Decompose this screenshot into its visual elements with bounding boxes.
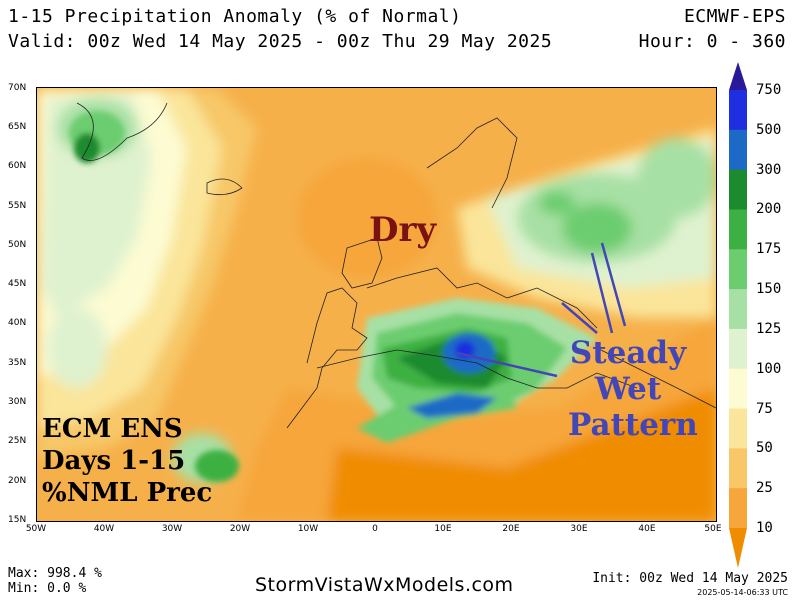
legend-arrow-max <box>729 62 747 90</box>
model-name: ECMWF-EPS <box>683 6 786 27</box>
annotation-line: Days 1-15 <box>42 446 186 476</box>
lat-label: 55N <box>8 201 27 211</box>
dry-annotation: Dry <box>369 210 437 250</box>
lat-label: 35N <box>8 358 27 368</box>
min-value: Min: 0.0 % <box>8 581 87 596</box>
steady-wet-pattern-annotation: Steady Wet Pattern <box>568 335 698 443</box>
lat-label: 25N <box>8 436 27 446</box>
legend-level-label: 500 <box>756 121 782 138</box>
lon-label: 10E <box>434 524 452 534</box>
legend-swatch <box>729 408 747 449</box>
mediterranean-wet-band <box>357 298 597 443</box>
annotation-line: %NML Prec <box>42 478 213 508</box>
lon-label: 0 <box>372 524 378 534</box>
lon-label: 30E <box>570 524 588 534</box>
legend-level-label: 25 <box>756 480 773 497</box>
legend-level-label: 750 <box>756 82 782 98</box>
lat-label: 30N <box>8 397 27 407</box>
legend-swatch <box>729 328 747 370</box>
eastern-europe-wet-area <box>457 128 716 318</box>
legend-level-label: 50 <box>756 440 773 457</box>
init-time: Init: 00z Wed 14 May 2025 <box>592 571 788 586</box>
lon-label: 50E <box>704 524 722 534</box>
legend-level-label: 125 <box>756 320 782 337</box>
forecast-hour-range: Hour: 0 - 360 <box>638 31 786 52</box>
lat-label: 60N <box>8 161 27 171</box>
lat-label: 40N <box>8 318 27 328</box>
africa-dry-area <box>237 158 716 521</box>
generated-timestamp: 2025-05-14-06:33 UTC <box>697 588 788 597</box>
legend-level-label: 75 <box>756 400 773 417</box>
legend-level-label: 175 <box>756 241 782 258</box>
max-value: Max: 998.4 % <box>8 566 102 581</box>
lat-label: 20N <box>8 476 27 486</box>
lon-label: 40W <box>93 524 115 534</box>
lat-label: 15N <box>8 515 27 525</box>
lat-label: 45N <box>8 279 27 289</box>
annotation-line: Wet <box>594 371 662 407</box>
legend-swatch <box>729 249 747 290</box>
annotation-line: Pattern <box>568 407 698 443</box>
annotation-line: ECM ENS <box>42 414 183 444</box>
lon-label: 20E <box>502 524 520 534</box>
lat-label: 65N <box>8 122 27 132</box>
greenland-wet-area <box>69 111 239 482</box>
legend-swatch <box>729 448 747 489</box>
legend-swatch <box>729 209 747 250</box>
legend-level-label: 100 <box>756 360 782 377</box>
map-canvas <box>37 88 716 521</box>
ens-annotation: ECM ENS Days 1-15 %NML Prec <box>42 413 212 509</box>
legend-arrow-min <box>729 528 747 568</box>
lon-label: 30W <box>161 524 183 534</box>
legend-colorbar <box>729 62 747 568</box>
legend-swatch <box>729 90 747 131</box>
map-title: 1-15 Precipitation Anomaly (% of Normal) <box>8 6 462 27</box>
legend-level-label: 150 <box>756 281 782 298</box>
valid-period: Valid: 00z Wed 14 May 2025 - 00z Thu 29 … <box>8 31 553 52</box>
lat-label: 50N <box>8 240 27 250</box>
annotation-line: Steady <box>569 335 687 371</box>
coastlines <box>76 102 716 429</box>
legend-level-label: 200 <box>756 201 782 218</box>
site-watermark: StormVistaWxModels.com <box>255 574 514 596</box>
legend-level-label: 10 <box>756 520 773 536</box>
legend-swatch <box>729 488 747 529</box>
lon-label: 50W <box>25 524 47 534</box>
wet-pattern-pointers <box>456 242 627 378</box>
lon-label: 20W <box>229 524 251 534</box>
legend-swatch <box>729 289 747 330</box>
precip-anomaly-map <box>36 87 717 522</box>
legend-swatch <box>729 129 747 171</box>
lon-label: 40E <box>638 524 656 534</box>
lon-label: 10W <box>297 524 319 534</box>
legend-level-label: 300 <box>756 161 782 178</box>
legend-swatch <box>729 169 747 210</box>
legend-swatch <box>729 368 747 410</box>
lat-label: 70N <box>8 83 27 93</box>
